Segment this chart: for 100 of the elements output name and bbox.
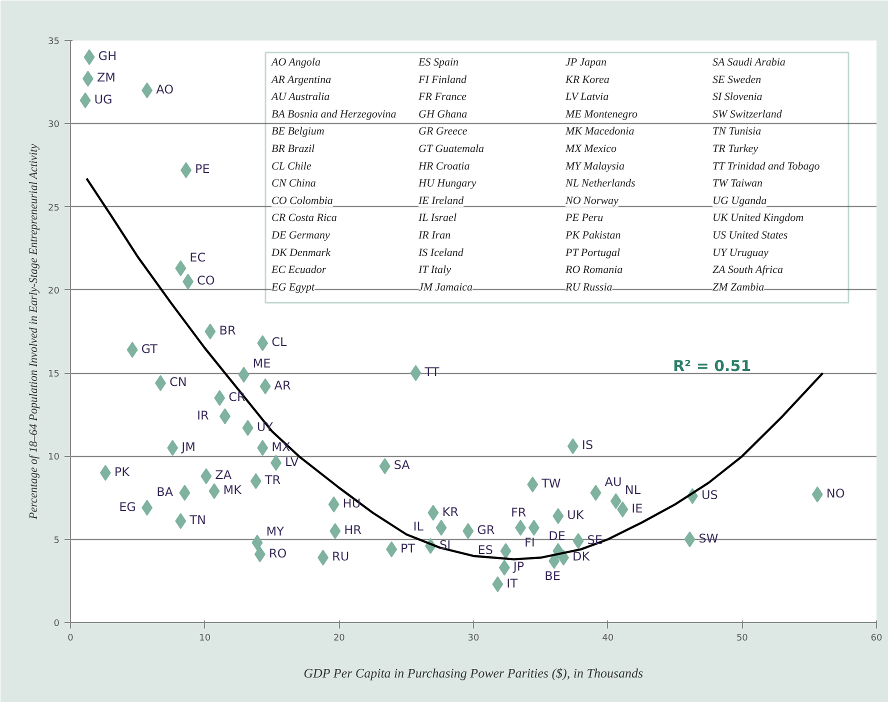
annotation: MY [266, 524, 285, 539]
annotation: DK [572, 550, 591, 564]
annotation: AU Australia [270, 91, 330, 104]
annotation: IR [196, 408, 209, 422]
annotation: EC Ecuador [270, 264, 327, 276]
y-axis-title: Percentage of 18–64 Population Involved in Early-Stage Entrepreneurial Activity [28, 143, 40, 520]
annotation: TW Taiwan [712, 178, 764, 190]
annotation: IS Iceland [418, 246, 464, 259]
annotation: CO [197, 274, 215, 288]
point [204, 324, 216, 340]
annotation: IT [506, 576, 518, 590]
annotation: FI [524, 536, 535, 550]
annotation: SE [587, 533, 602, 548]
annotation: UK United Kingdom [712, 212, 804, 224]
annotation: SI Slovenia [712, 91, 763, 104]
annotation: JP [512, 560, 524, 574]
annotation: LV [285, 454, 300, 469]
annotation: JP Japan [566, 56, 608, 68]
annotation: ZM Zambia [712, 281, 765, 294]
x-tick-label: 40 [602, 634, 614, 644]
annotation: TN Tunisia [712, 126, 762, 138]
annotation: IS [582, 438, 594, 452]
y-tick-label: 35 [48, 37, 60, 47]
x-tick-label: 30 [468, 634, 480, 644]
annotation: ES [478, 542, 493, 557]
annotation: RO [268, 546, 287, 560]
annotation: GH [98, 49, 117, 64]
x-tick-label: 10 [199, 634, 211, 644]
annotation: FI Finland [418, 74, 467, 86]
annotation: KR [442, 504, 458, 519]
annotation: HU [342, 496, 361, 510]
annotation: US United States [712, 230, 788, 242]
annotation: GR [477, 523, 495, 538]
annotation: US [701, 488, 718, 502]
annotation: HR [344, 523, 362, 538]
annotation: CO Colombia [272, 194, 334, 207]
annotation: ES Spain [418, 56, 460, 68]
annotation: UG [94, 92, 112, 106]
annotation: ME [252, 356, 271, 371]
annotation: EG [119, 500, 136, 514]
annotation: IL [413, 520, 424, 534]
annotation: KR Korea [564, 74, 610, 86]
annotation: TN [188, 513, 206, 528]
annotation: MX Mexico [564, 143, 617, 155]
annotation: TT Trinidad and Tobago [712, 160, 820, 172]
annotation: NO Norway [564, 194, 618, 207]
annotation: CN [170, 375, 187, 390]
annotation: ZA [215, 468, 232, 482]
annotation: PK Pakistan [564, 230, 622, 242]
annotation: RU Russia [564, 281, 613, 294]
annotation: NL [624, 483, 641, 498]
annotation: R² = 0.51 [672, 357, 752, 376]
annotation: JM [180, 440, 196, 454]
annotation: UY Uruguay [712, 246, 769, 259]
annotation: TR [264, 473, 281, 488]
annotation: UG Uganda [712, 194, 768, 207]
x-tick-label: 0 [68, 634, 74, 644]
y-tick-label: 25 [48, 203, 60, 214]
annotation: GR Greece [418, 126, 468, 138]
annotation: DE Germany [270, 230, 330, 242]
annotation: TR Turkey [712, 143, 758, 155]
annotation: PE [195, 162, 210, 176]
annotation: DK Denmark [270, 246, 332, 259]
annotation: BE [544, 568, 560, 583]
annotation: JM Jamaica [418, 281, 474, 294]
y-tick-label: 10 [48, 452, 60, 463]
annotation: SA Saudi Arabia [712, 56, 786, 68]
annotation: BA [156, 484, 174, 499]
annotation: NL Netherlands [564, 178, 636, 190]
annotation: CR Costa Rica [272, 212, 338, 224]
annotation: UK [567, 508, 585, 522]
annotation: MY Malaysia [564, 160, 625, 172]
x-axis-title: GDP Per Capita in Purchasing Power Parities ($), in Thousands [304, 666, 644, 680]
annotation: AO [156, 82, 174, 96]
annotation: PT Portugal [564, 246, 620, 259]
annotation: RO Romania [564, 264, 624, 276]
annotation: GT Guatemala [418, 143, 484, 155]
annotation: CL Chile [272, 160, 312, 172]
annotation: BA Bosnia and Herzegovina [272, 108, 397, 120]
annotation: AR Argentina [270, 74, 332, 86]
y-tick-label: 0 [54, 619, 60, 629]
annotation: AU [604, 474, 622, 489]
annotation: IR Iran [418, 230, 452, 242]
x-tick-label: 60 [870, 634, 882, 644]
annotation: IL Israel [418, 212, 456, 224]
annotation: AO Angola [270, 56, 321, 68]
annotation: SA [394, 458, 411, 472]
y-tick-label: 15 [48, 370, 60, 380]
annotation: CR [228, 390, 246, 404]
line-series [86, 177, 824, 560]
annotation: NO [826, 486, 845, 500]
annotation: BR [219, 324, 236, 338]
annotation: MX [272, 440, 290, 454]
annotation: PE Peru [564, 212, 604, 224]
annotation: CN China [272, 178, 316, 190]
y-tick-label: 20 [48, 286, 60, 296]
annotation: BR Brazil [272, 143, 315, 155]
annotation: HU Hungary [418, 178, 476, 190]
y-tick-label: 30 [48, 120, 60, 130]
annotation: GH Ghana [418, 108, 468, 120]
